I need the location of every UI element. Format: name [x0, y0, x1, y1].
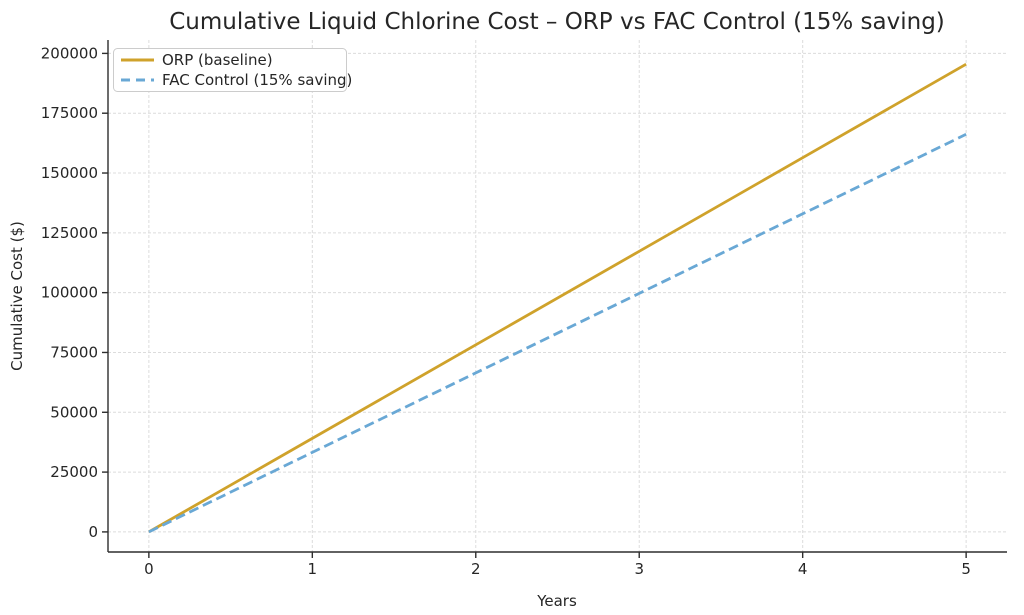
legend-item-orp: ORP (baseline)	[121, 51, 273, 69]
y-tick-label: 25000	[50, 463, 98, 481]
y-tick-label: 0	[88, 523, 98, 541]
legend-item-fac: FAC Control (15% saving)	[121, 71, 352, 89]
legend-box	[113, 48, 347, 92]
chart-title: Cumulative Liquid Chlorine Cost – ORP vs…	[169, 9, 945, 35]
series-line-orp	[148, 62, 967, 534]
gridlines	[108, 40, 1007, 552]
y-tick-label: 75000	[50, 343, 98, 361]
y-tick-label: 175000	[41, 104, 98, 122]
legend-label-fac: FAC Control (15% saving)	[162, 71, 352, 89]
y-tick-label: 200000	[41, 44, 98, 62]
legend-label-orp: ORP (baseline)	[162, 51, 273, 69]
y-tick-label: 125000	[41, 224, 98, 242]
x-tick-label: 5	[961, 560, 971, 578]
y-tick-label: 100000	[41, 284, 98, 302]
x-axis-label: Years	[536, 592, 577, 610]
legend: ORP (baseline) FAC Control (15% saving)	[113, 48, 352, 92]
y-tick-label: 150000	[41, 164, 98, 182]
axis-ticks: 0 25000 50000 75000 100000 125000 150000 175000…	[41, 44, 971, 578]
series-lines	[148, 62, 967, 534]
series-line-fac	[148, 133, 967, 534]
x-tick-label: 4	[798, 560, 808, 578]
axes-spines	[107, 40, 1007, 553]
y-tick-label: 50000	[50, 403, 98, 421]
x-tick-label: 3	[634, 560, 644, 578]
x-tick-label: 0	[144, 560, 154, 578]
x-tick-label: 2	[471, 560, 481, 578]
y-axis-label: Cumulative Cost ($)	[8, 221, 26, 371]
x-tick-label: 1	[308, 560, 318, 578]
